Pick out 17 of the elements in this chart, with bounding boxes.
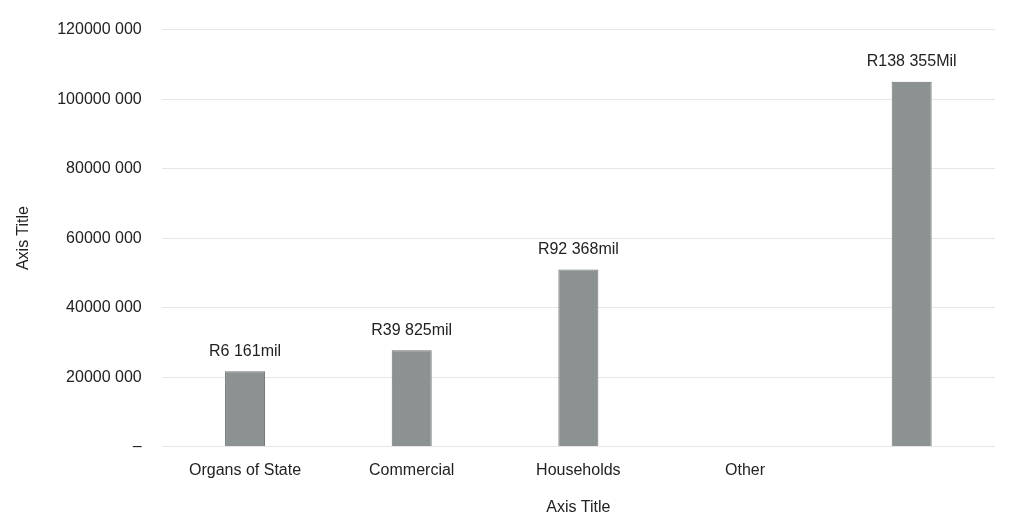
- data-label: R6 161mil: [209, 341, 282, 359]
- x-tick-label: Organs of State: [189, 460, 302, 478]
- y-tick-label: 100000 000: [57, 89, 142, 107]
- data-label: R138 355Mil: [866, 52, 957, 70]
- y-axis-title: Axis Title: [14, 205, 32, 271]
- y-tick-label: 40000 000: [66, 298, 142, 316]
- y-tick-label: 60000 000: [66, 228, 142, 246]
- y-tick-label: 20000 000: [66, 367, 142, 385]
- x-tick-label: Households: [536, 460, 621, 478]
- y-tick-label: –: [132, 437, 142, 455]
- y-tick-label: 120000 000: [57, 20, 142, 38]
- x-tick-label: Other: [725, 460, 766, 478]
- data-label: R39 825mil: [371, 320, 453, 338]
- x-axis-title: Axis Title: [546, 497, 611, 515]
- y-tick-label: 80000 000: [66, 159, 142, 177]
- x-tick-label: Commercial: [369, 460, 455, 478]
- data-label: R92 368mil: [537, 239, 619, 257]
